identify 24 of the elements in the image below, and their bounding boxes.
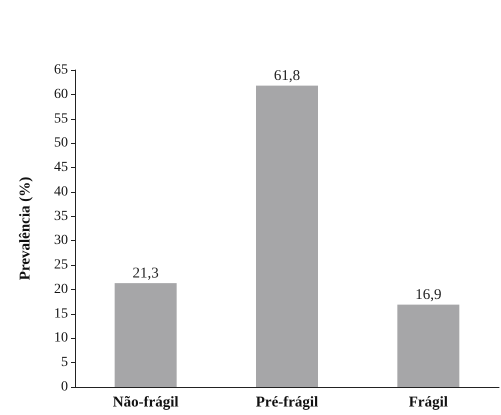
y-tick-label: 20 <box>54 282 68 297</box>
x-tick-label: Pré-frágil <box>256 394 318 410</box>
x-tick-label: Frágil <box>408 394 448 410</box>
y-tick-label: 50 <box>54 136 68 151</box>
bar <box>256 86 318 387</box>
bar <box>114 283 177 387</box>
data-label: 16,9 <box>415 287 442 304</box>
y-tick-label: 5 <box>61 355 68 370</box>
y-tick-label: 15 <box>54 306 68 322</box>
y-tick-label: 55 <box>54 111 68 126</box>
y-tick-label: 0 <box>61 380 68 394</box>
data-label: 21,3 <box>132 266 159 282</box>
y-tick-label: 60 <box>54 86 68 102</box>
y-tick-label: 10 <box>54 330 68 346</box>
y-tick-label: 25 <box>54 258 68 273</box>
data-label: 61,8 <box>274 68 300 84</box>
y-tick-label: 40 <box>54 184 68 200</box>
y-tick-label: 65 <box>54 62 68 78</box>
y-tick-label: 30 <box>54 233 68 248</box>
y-tick-label: 35 <box>54 208 68 224</box>
bar <box>397 304 460 387</box>
y-axis-title: Prevalência (%) <box>18 176 34 280</box>
y-tick-label: 45 <box>54 160 68 176</box>
x-tick-label: Não-frágil <box>112 394 179 410</box>
